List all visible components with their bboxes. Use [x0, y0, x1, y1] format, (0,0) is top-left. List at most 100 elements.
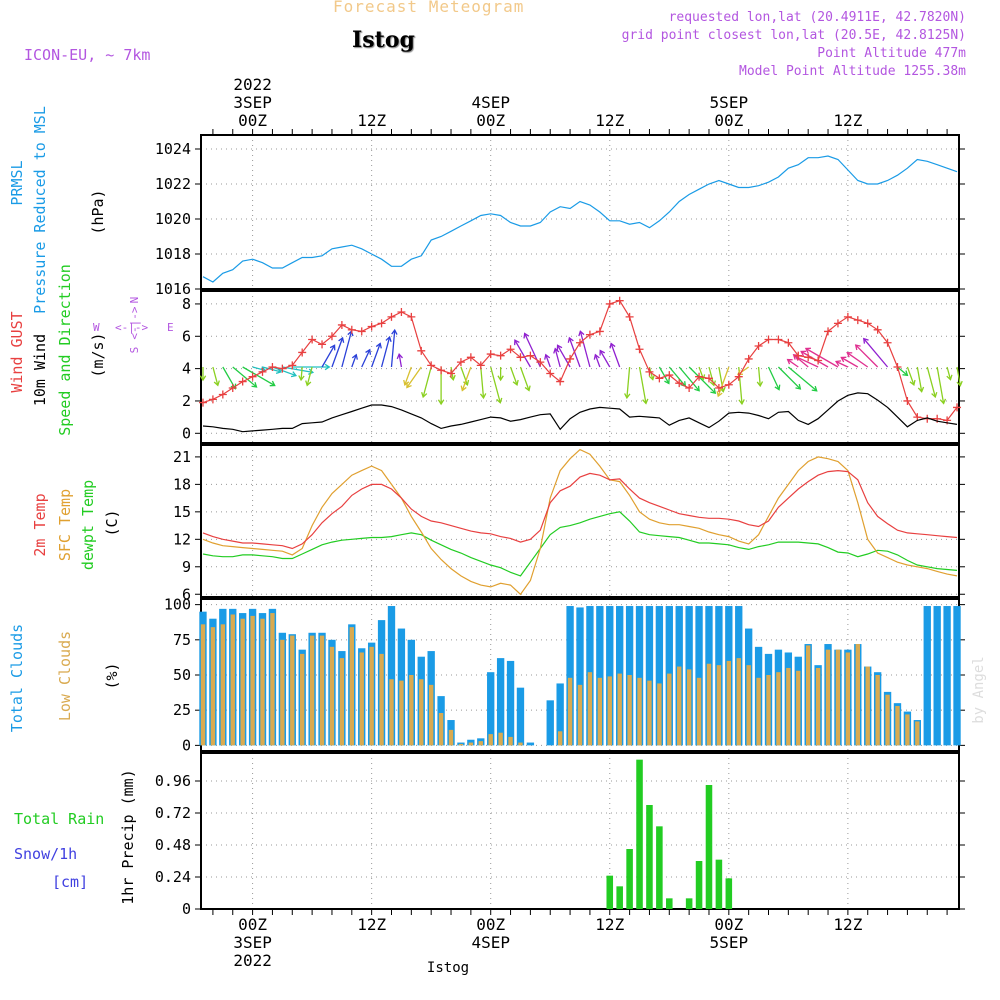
wind-arrow-head	[497, 375, 504, 382]
wind-arrow	[579, 331, 591, 368]
wind-arrow	[787, 359, 799, 368]
wind-gust-marker	[308, 335, 317, 344]
wind-arrow-head	[329, 344, 336, 351]
low-cloud-bar	[686, 669, 692, 746]
wind-gust-marker	[774, 335, 783, 344]
total-cloud-bar	[635, 606, 644, 746]
wind-gust-marker	[258, 367, 267, 376]
wind-gust-marker	[516, 353, 525, 362]
wind-arrow-head	[578, 330, 585, 337]
total-cloud-bar	[953, 606, 961, 746]
wind-arrow	[926, 366, 936, 398]
wind-arrow-head	[756, 381, 764, 388]
wind-arrow-head	[917, 386, 925, 393]
top-time-label: 5SEP	[710, 93, 749, 112]
compass-ew-arrow: <-|->	[115, 321, 148, 334]
wind-gust-marker	[843, 312, 852, 321]
low-cloud-bar	[399, 680, 404, 746]
wind-gust-marker	[208, 395, 217, 404]
wind-gust-marker	[536, 358, 545, 367]
wind-arrow	[795, 355, 819, 368]
wind-arrow	[757, 366, 761, 386]
bottom-time-label: 12Z	[595, 915, 624, 934]
wind-gust-marker	[804, 353, 813, 362]
prmsl-line	[202, 155, 958, 283]
wind-arrow-head	[863, 337, 869, 344]
low-cloud-bar	[627, 675, 632, 746]
wind-arrow-head	[338, 336, 345, 343]
wind-gust-marker	[486, 350, 495, 359]
wind-gust-marker	[714, 384, 723, 393]
low-cloud-bar	[300, 653, 305, 746]
low-cloud-bar	[557, 731, 563, 746]
total-cloud-bar	[506, 660, 515, 746]
panel-frame	[200, 444, 960, 598]
y-tick-label: 0.72	[155, 804, 191, 822]
y-tick-label: 4	[182, 360, 191, 378]
wind-gust-marker	[595, 327, 604, 336]
wind-arrow-head	[599, 349, 605, 356]
rain-bar	[626, 849, 633, 909]
point-altitude: Point Altitude 477m	[817, 46, 966, 61]
low-cloud-bar	[359, 652, 364, 746]
wind-arrow-head	[496, 397, 503, 404]
wind-speeddir-label: Speed and Direction	[56, 264, 74, 436]
bottom-time-label: 5SEP	[710, 933, 749, 952]
wind-arrow-head	[648, 374, 655, 381]
low-cloud-bar	[825, 649, 831, 746]
top-time-label: 3SEP	[233, 93, 272, 112]
y-tick-label: 1024	[155, 140, 191, 158]
low-cloud-bar	[458, 743, 464, 746]
y-tick-label: 6	[182, 585, 191, 603]
wind-arrow	[371, 343, 381, 368]
rain-bar	[725, 878, 733, 909]
low-cloud-bar	[478, 741, 483, 746]
bottom-time-label: 4SEP	[471, 933, 510, 952]
low-cloud-bar	[667, 673, 672, 746]
wind-gust-marker	[496, 351, 505, 360]
wind-arrow-head	[854, 344, 861, 351]
low-cloud-bar	[905, 714, 910, 746]
wind-arrow	[300, 366, 303, 381]
wind-arrow-head	[642, 398, 649, 405]
low-cloud-bar	[220, 624, 226, 746]
y-tick-label: 1016	[155, 280, 191, 298]
total-cloud-bar	[933, 606, 941, 746]
wind-arrow	[855, 344, 879, 368]
wind-gust-label: Wind GUST	[8, 311, 26, 392]
wind-arrow	[460, 366, 469, 386]
requested-point: requested lon,lat (20.4911E, 42.7820N)	[668, 10, 966, 25]
low-cloud-bar	[200, 624, 206, 746]
wind-arrow	[787, 366, 818, 392]
wind-arrow	[767, 366, 780, 390]
wind-arrow-head	[553, 347, 560, 354]
total-cloud-bar	[606, 606, 614, 746]
wind-arrow	[212, 366, 219, 386]
wind-arrow-head	[524, 385, 531, 392]
wind-arrow-head	[846, 351, 853, 358]
total-cloud-bar	[526, 742, 535, 746]
y-tick-label: 15	[173, 503, 191, 521]
wind-arrow-head	[795, 383, 802, 390]
wind-gust-marker	[665, 371, 674, 380]
rain-bar	[705, 785, 713, 909]
y-tick-label: 0.24	[155, 868, 191, 886]
forecast-title: Forecast Meteogram	[333, 0, 525, 16]
wind-gust-marker	[566, 354, 575, 363]
low-cloud-bar	[448, 729, 454, 746]
y-tick-label: 0	[182, 736, 191, 754]
wind-arrow	[717, 366, 730, 397]
rain-bar	[695, 861, 703, 909]
wind-arrow	[242, 366, 276, 387]
total-cloud-bar	[596, 606, 604, 746]
model-label: ICON-EU, ~ 7km	[24, 46, 151, 64]
wind-gust-marker	[814, 356, 823, 365]
wind-arrow	[545, 354, 551, 368]
low-cloud-bar	[369, 646, 374, 746]
low-cloud-bar	[468, 742, 474, 746]
wind-arrow	[461, 366, 472, 391]
wind-arrow	[594, 354, 601, 368]
wind-arrow-head	[811, 385, 818, 392]
wind-arrow-head	[324, 363, 331, 371]
wind-arrow	[331, 337, 344, 368]
